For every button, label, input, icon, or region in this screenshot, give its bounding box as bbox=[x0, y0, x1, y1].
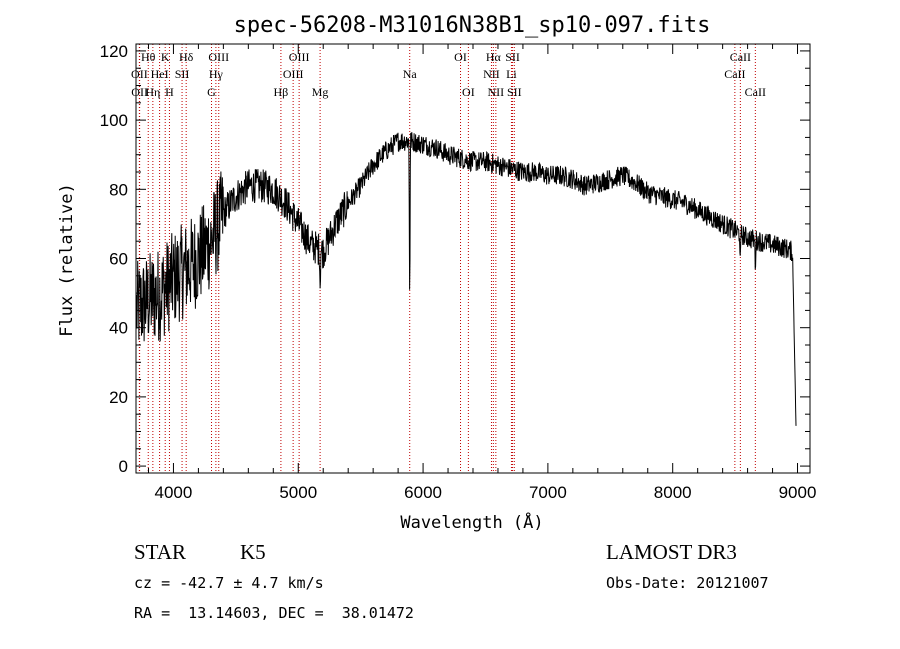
line-label: CaII bbox=[745, 85, 766, 99]
line-label: OIII bbox=[283, 67, 304, 81]
emission-line-markers bbox=[138, 44, 756, 473]
y-axis-label: Flux (relative) bbox=[57, 183, 77, 337]
y-tick-label: 40 bbox=[109, 319, 128, 338]
line-label: Hα bbox=[486, 50, 502, 64]
line-label: OI bbox=[462, 85, 475, 99]
line-label: Hη bbox=[145, 85, 160, 99]
coordinates: RA = 13.14603, DEC = 38.01472 bbox=[134, 604, 414, 622]
plot-frame bbox=[135, 43, 811, 474]
line-label: NII bbox=[488, 85, 505, 99]
redshift-value: cz = -42.7 ± 4.7 km/s bbox=[134, 574, 324, 592]
line-label: OIII bbox=[289, 50, 310, 64]
line-label: OII bbox=[131, 85, 148, 99]
line-label: CaII bbox=[724, 67, 745, 81]
line-label: OIII bbox=[208, 50, 229, 64]
x-tick-label: 9000 bbox=[779, 483, 817, 502]
line-label: OII bbox=[131, 67, 148, 81]
line-label: Hδ bbox=[179, 50, 194, 64]
line-label: H bbox=[165, 85, 174, 99]
object-subclass: K5 bbox=[240, 540, 266, 564]
line-label: Na bbox=[403, 67, 418, 81]
survey-name: LAMOST DR3 bbox=[606, 540, 737, 564]
line-label: Hθ bbox=[141, 50, 156, 64]
x-tick-label: 5000 bbox=[279, 483, 317, 502]
x-tick-label: 6000 bbox=[404, 483, 442, 502]
axes: 4000 5000 6000 7000 8000 9000 0 20 40 60 80 100 120 bbox=[100, 42, 817, 502]
line-label: SII bbox=[505, 50, 520, 64]
spectrum-line bbox=[136, 132, 797, 426]
line-label: NII bbox=[483, 67, 500, 81]
x-tick-label: 7000 bbox=[529, 483, 567, 502]
x-tick-label: 8000 bbox=[654, 483, 692, 502]
object-class: STAR bbox=[134, 540, 186, 564]
observation-date: Obs-Date: 20121007 bbox=[606, 574, 769, 592]
line-label: CaII bbox=[730, 50, 751, 64]
chart-title: spec-56208-M31016N38B1_sp10-097.fits bbox=[234, 13, 711, 38]
y-tick-label: 100 bbox=[100, 111, 128, 130]
line-label: HeI bbox=[151, 67, 169, 81]
x-tick-label: 4000 bbox=[155, 483, 193, 502]
line-label: SII bbox=[175, 67, 190, 81]
y-tick-label: 20 bbox=[109, 388, 128, 407]
line-label: SII bbox=[507, 85, 522, 99]
y-tick-label: 120 bbox=[100, 42, 128, 61]
y-tick-label: 0 bbox=[119, 457, 128, 476]
y-tick-label: 60 bbox=[109, 250, 128, 269]
line-label: Hβ bbox=[274, 85, 289, 99]
line-label: K bbox=[161, 50, 170, 64]
line-label: Mg bbox=[312, 85, 329, 99]
line-label: Hγ bbox=[209, 67, 224, 81]
y-tick-label: 80 bbox=[109, 180, 128, 199]
line-label: OI bbox=[454, 50, 467, 64]
line-label: Li bbox=[506, 67, 517, 81]
x-axis-label: Wavelength (Å) bbox=[400, 511, 543, 533]
line-label: G bbox=[207, 85, 216, 99]
spectrum-chart: spec-56208-M31016N38B1_sp10-097.fits 400… bbox=[57, 13, 817, 533]
